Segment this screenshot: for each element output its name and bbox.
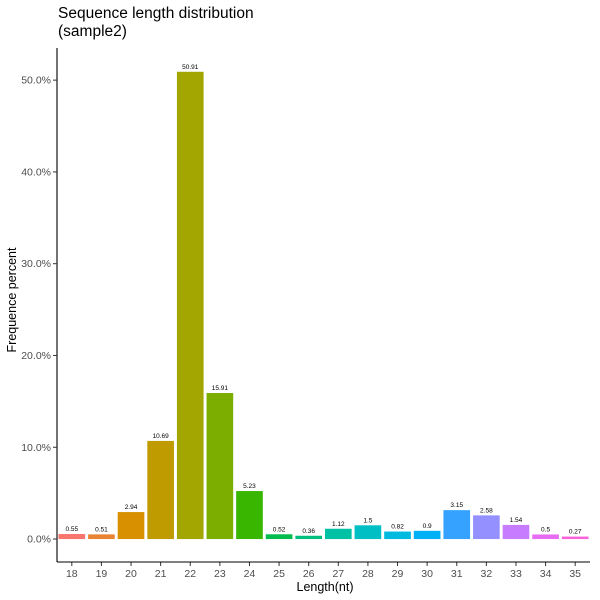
bar-34: [532, 534, 559, 540]
bar-19: [88, 534, 115, 540]
x-tick-label-21: 21: [155, 568, 167, 580]
bar-24: [236, 491, 263, 540]
bar-21: [147, 440, 174, 540]
y-axis: 0.0% 10.0% 20.0% 30.0% 40.0% 50.0%: [21, 48, 58, 562]
x-axis-title: Length(nt): [297, 580, 354, 594]
bar-18: [58, 534, 86, 540]
bar-33: [502, 524, 530, 540]
bar-29: [384, 531, 411, 540]
y-tick-label-20: 20.0%: [21, 350, 51, 362]
x-tick-label-20: 20: [125, 568, 137, 580]
x-axis: 18 19 20 21 22 23 24 25 26 27 28 29 30 31 32 33 34 35: [57, 561, 590, 580]
data-label-22: 50.91: [182, 64, 199, 71]
data-label-29: 0.82: [391, 524, 404, 531]
data-label-35: 0.27: [569, 529, 582, 536]
data-label-30: 0.9: [423, 523, 432, 530]
bar-27: [324, 528, 352, 540]
y-tick-label-50: 50.0%: [21, 75, 51, 87]
bar-28: [354, 525, 382, 540]
bar-26: [295, 535, 323, 540]
y-tick-label-30: 30.0%: [21, 258, 51, 270]
data-label-34: 0.5: [541, 526, 550, 533]
data-label-32: 2.58: [480, 507, 493, 514]
data-label-19: 0.51: [95, 526, 108, 533]
bars-group: [58, 71, 589, 540]
bar-25: [265, 534, 293, 540]
y-tick-label-40: 40.0%: [21, 166, 51, 178]
bar-35: [561, 536, 589, 540]
y-tick-label-10: 10.0%: [21, 442, 51, 454]
x-tick-label-18: 18: [66, 568, 78, 580]
chart-subtitle: (sample2): [58, 23, 127, 40]
bar-22: [176, 71, 204, 540]
x-tick-label-33: 33: [510, 568, 522, 580]
data-labels-group: 0.55 0.51 2.94 10.69 50.91 15.91 5.23 0.52 0.36 1…: [65, 64, 581, 536]
data-label-31: 3.15: [450, 502, 463, 509]
x-tick-label-23: 23: [214, 568, 226, 580]
data-label-21: 10.69: [152, 433, 169, 440]
chart-title: Sequence length distribution (sample2): [58, 5, 254, 41]
x-tick-label-31: 31: [451, 568, 463, 580]
x-tick-label-35: 35: [569, 568, 581, 580]
x-tick-label-19: 19: [96, 568, 108, 580]
data-label-28: 1.5: [363, 517, 372, 524]
x-tick-label-22: 22: [184, 568, 196, 580]
x-tick-label-30: 30: [421, 568, 433, 580]
data-label-27: 1.12: [332, 521, 345, 528]
x-tick-label-25: 25: [273, 568, 285, 580]
x-tick-label-28: 28: [362, 568, 374, 580]
data-label-24: 5.23: [243, 483, 256, 490]
x-tick-label-34: 34: [540, 568, 552, 580]
x-tick-label-26: 26: [303, 568, 315, 580]
bar-23: [206, 393, 234, 540]
chart-title-main: Sequence length distribution: [58, 5, 254, 22]
data-label-25: 0.52: [273, 526, 286, 533]
data-label-26: 0.36: [302, 528, 315, 535]
x-tick-label-32: 32: [481, 568, 493, 580]
data-label-33: 1.54: [510, 517, 523, 524]
x-tick-label-29: 29: [392, 568, 404, 580]
y-axis-title: Frequence percent: [5, 247, 19, 352]
data-label-23: 15.91: [212, 385, 229, 392]
data-label-20: 2.94: [125, 504, 138, 511]
bar-31: [443, 510, 471, 540]
x-tick-label-24: 24: [244, 568, 256, 580]
x-tick-label-27: 27: [332, 568, 344, 580]
bar-32: [473, 515, 500, 540]
bar-20: [117, 512, 145, 540]
data-label-18: 0.55: [65, 526, 78, 533]
bar-30: [413, 530, 441, 540]
y-tick-label-0: 0.0%: [27, 534, 51, 546]
